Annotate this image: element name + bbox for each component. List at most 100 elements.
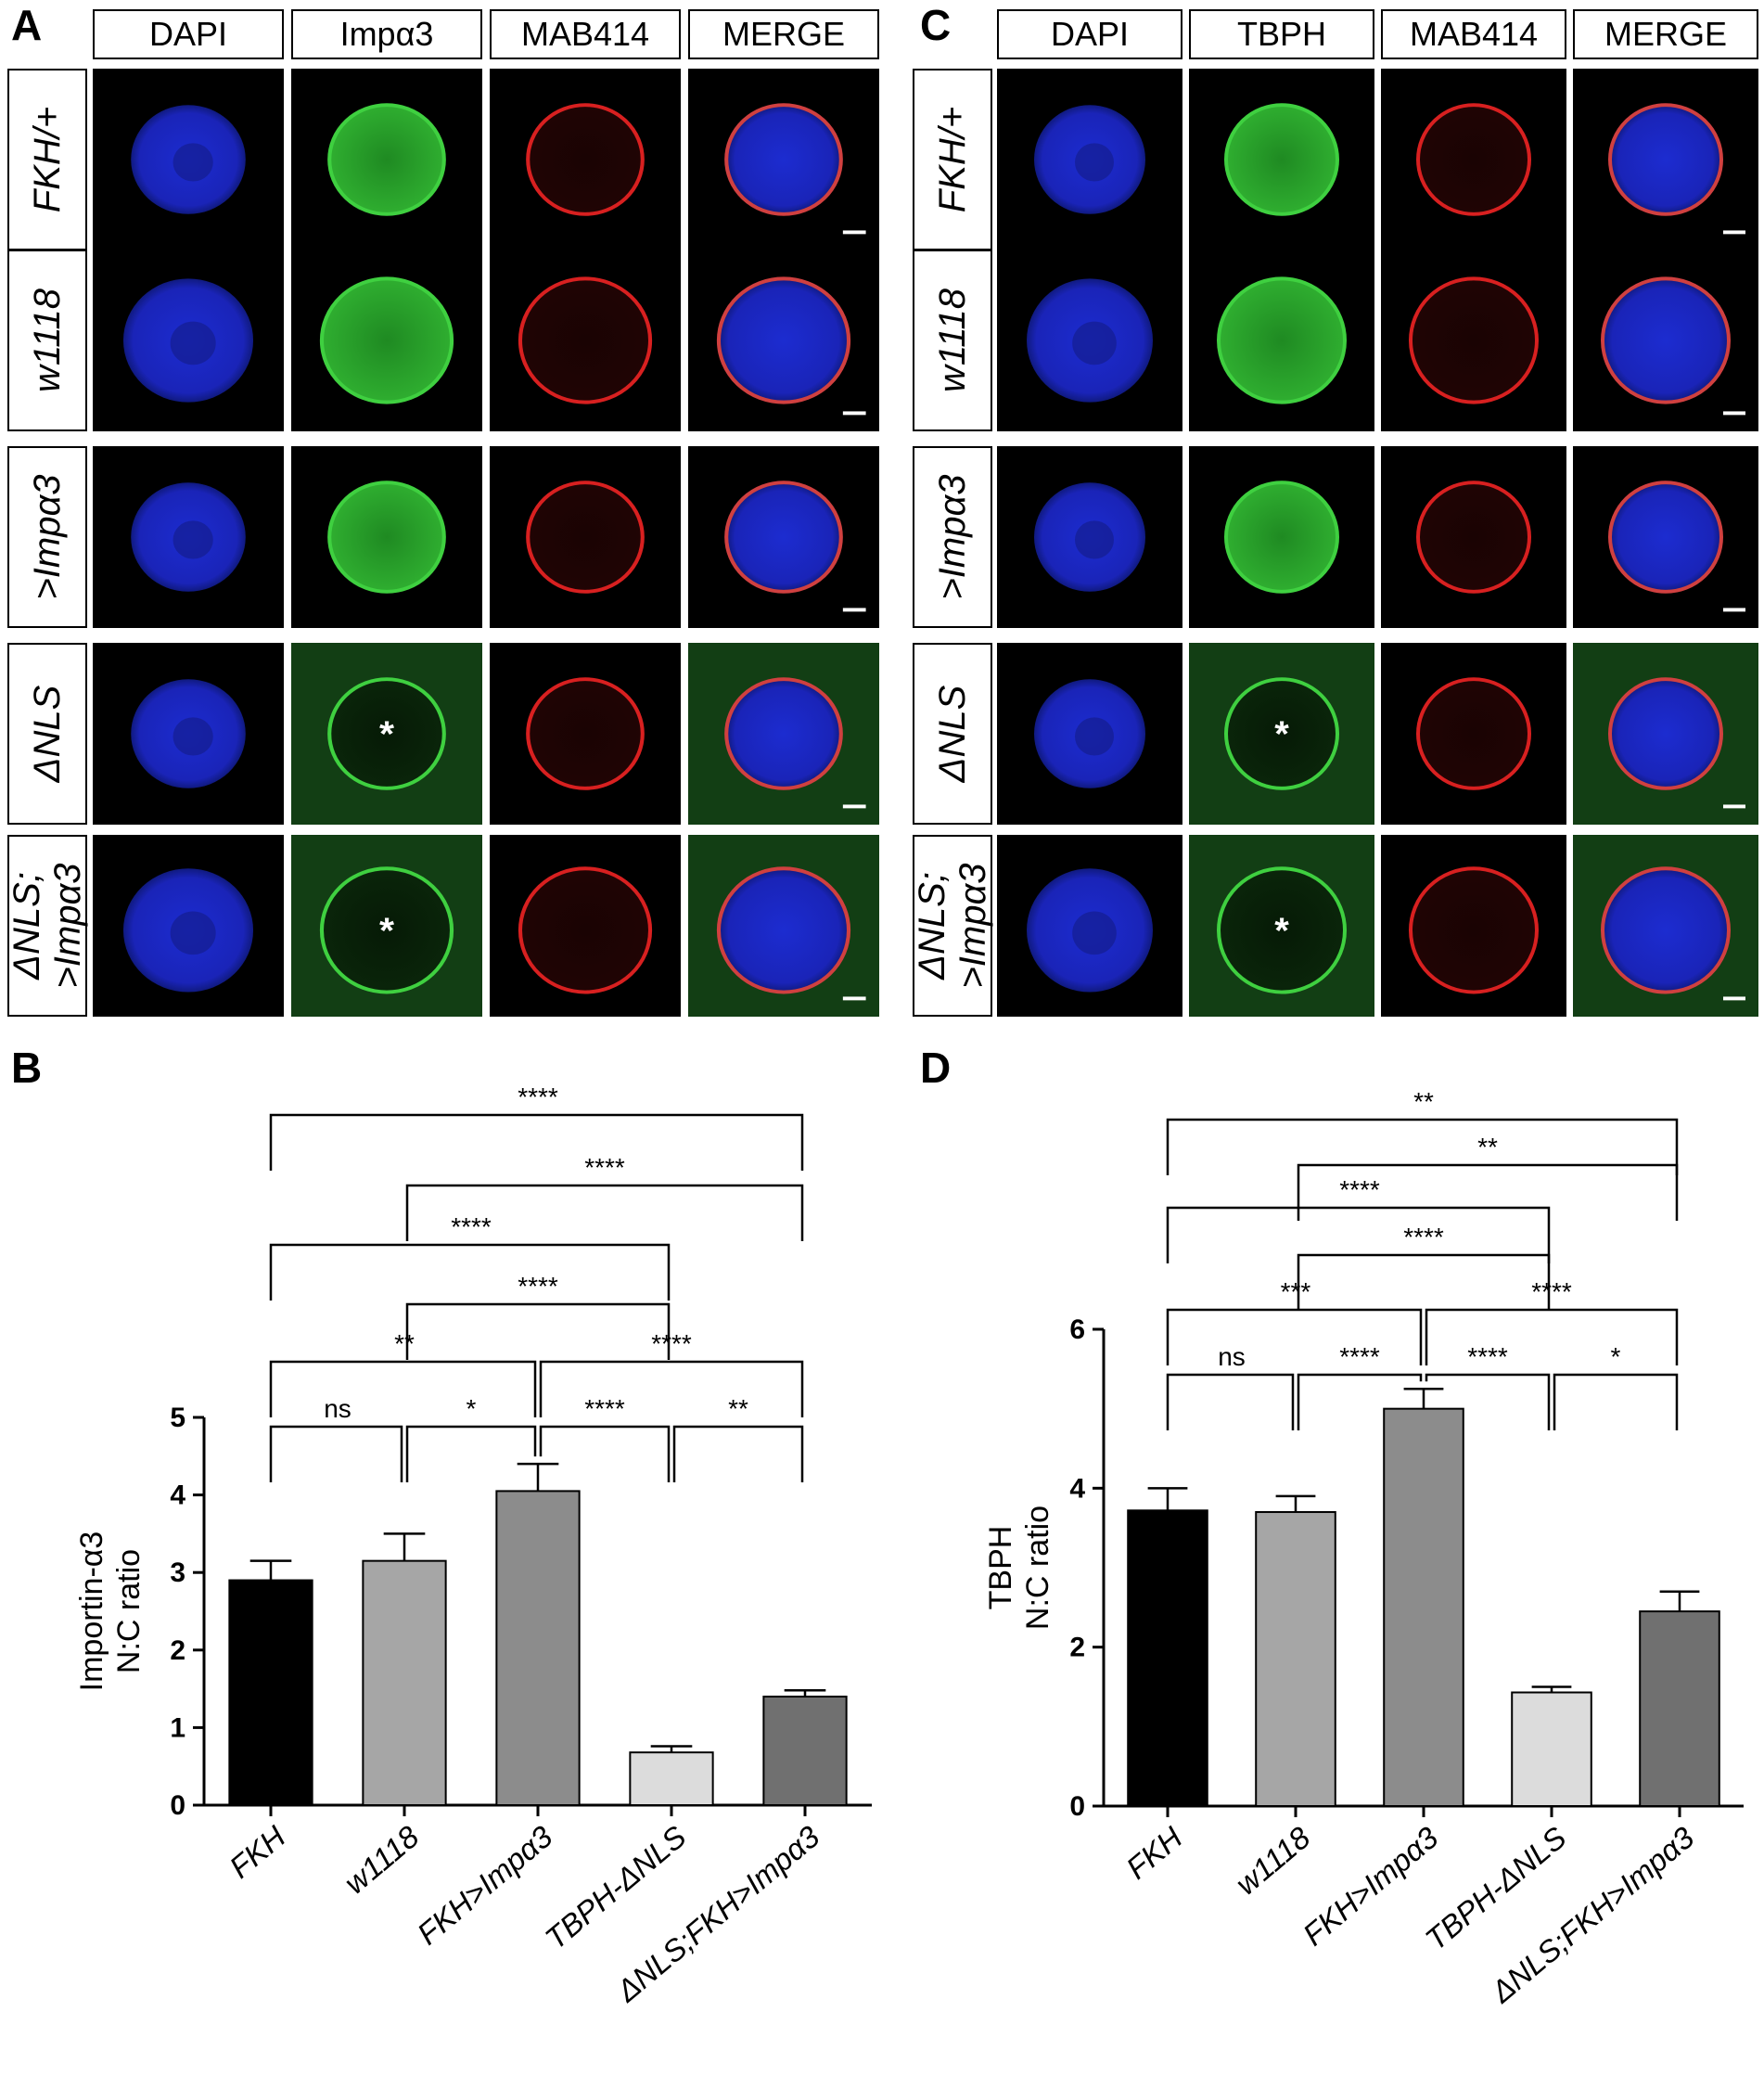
panel-label-a: A <box>11 1 43 49</box>
significance-label: ns <box>324 1394 352 1423</box>
panel-c-micrograph-tbph-row4: * <box>1189 643 1374 825</box>
y-axis-label: N:C ratio <box>111 1549 147 1673</box>
panel-c-micrograph-dapi-row3 <box>997 446 1182 628</box>
significance-label: ** <box>728 1394 748 1423</box>
y-tick-label: 2 <box>170 1635 185 1666</box>
y-tick-label: 0 <box>1069 1791 1085 1822</box>
significance-label: ** <box>394 1329 415 1358</box>
y-axis-label: TBPH <box>983 1526 1018 1610</box>
panel-a-column-header-2: Impα3 <box>291 9 482 59</box>
panel-c-micrograph-dapi-row1 <box>997 69 1182 250</box>
panel-a-micrograph-dapi-row1 <box>93 69 284 250</box>
svg-text:*: * <box>379 911 394 952</box>
svg-text:*: * <box>1274 911 1289 952</box>
panel-a-column-header-1: DAPI <box>93 9 284 59</box>
significance-bracket <box>1166 1308 1423 1365</box>
significance-bracket <box>269 1425 403 1482</box>
significance-bracket <box>405 1302 671 1360</box>
panel-a-micrograph-dapi-row4 <box>93 643 284 825</box>
panel-a-micrograph-imp-3-row5: * <box>291 835 482 1017</box>
bar-nls-fkh-imp-3 <box>1639 1610 1720 1807</box>
panel-c-row-label-text: ΔNLS; >Impα3 <box>912 863 993 989</box>
panel-a-row-label-5: ΔNLS; >Impα3 <box>6 835 88 1017</box>
significance-label: **** <box>1339 1342 1380 1371</box>
panel-a-column-header-4: MERGE <box>688 9 879 59</box>
panel-c-micrograph-dapi-row5 <box>997 835 1182 1017</box>
panel-c-row-label-text: >Impα3 <box>932 474 973 600</box>
significance-bracket <box>405 1184 804 1241</box>
significance-bracket <box>1166 1373 1295 1430</box>
panel-a-micrograph-merge-row4 <box>688 643 879 825</box>
bar-tbph-nls <box>1511 1691 1592 1807</box>
panel-c-row-label-2: w1118 <box>913 250 992 431</box>
significance-label: *** <box>1281 1277 1311 1306</box>
significance-bracket <box>539 1360 804 1417</box>
panel-c-column-header-1: DAPI <box>997 9 1182 59</box>
y-tick-label: 6 <box>1069 1314 1085 1345</box>
bar-fkh <box>228 1579 313 1806</box>
x-tick-label: FKH <box>1119 1820 1188 1886</box>
bar-w1118 <box>1255 1511 1336 1807</box>
bar-fkh-imp-3 <box>1383 1407 1464 1807</box>
panel-c-micrograph-tbph-row1 <box>1189 69 1374 250</box>
panel-a-row-label-2: w1118 <box>7 250 87 431</box>
panel-c-micrograph-dapi-row4 <box>997 643 1182 825</box>
panel-a-micrograph-mab414-row2 <box>490 250 681 431</box>
panel-a-row-label-4: ΔNLS <box>7 643 87 825</box>
bar-fkh <box>1127 1509 1208 1807</box>
x-tick-label: FKH <box>223 1819 291 1885</box>
panel-a-micrograph-merge-row1 <box>688 69 879 250</box>
x-tick-label: FKH>Impα3 <box>411 1819 559 1952</box>
panel-a-micrograph-dapi-row2 <box>93 250 284 431</box>
panel-c-micrograph-tbph-row5: * <box>1189 835 1374 1017</box>
significance-bracket <box>672 1425 804 1482</box>
panel-c-column-header-2: TBPH <box>1189 9 1374 59</box>
panel-c-row-label-text: ΔNLS <box>932 685 973 783</box>
panel-label-d: D <box>920 1044 952 1092</box>
panel-label-c: C <box>920 1 952 49</box>
svg-text:*: * <box>1274 714 1289 755</box>
panel-c-row-label-4: ΔNLS <box>913 643 992 825</box>
panel-a-row-label-text: >Impα3 <box>27 474 68 600</box>
bar-fkh-imp-3 <box>495 1490 581 1806</box>
panel-a-row-label-text: ΔNLS; >Impα3 <box>6 863 88 989</box>
y-axis-label: N:C ratio <box>1020 1506 1055 1630</box>
panel-a-micrograph-mab414-row3 <box>490 446 681 628</box>
y-tick-label: 5 <box>170 1403 185 1433</box>
panel-a-row-label-text: w1118 <box>27 288 68 392</box>
panel-c-micrograph-mab414-row1 <box>1381 69 1566 250</box>
significance-label: **** <box>651 1329 692 1358</box>
significance-bracket <box>1166 1206 1551 1263</box>
significance-label: **** <box>584 1153 625 1182</box>
significance-label: **** <box>518 1272 558 1301</box>
y-tick-label: 1 <box>170 1712 185 1743</box>
significance-label: ** <box>1477 1133 1498 1161</box>
y-tick-label: 2 <box>1069 1633 1085 1663</box>
significance-bracket <box>1425 1373 1551 1430</box>
panel-a-micrograph-dapi-row3 <box>93 446 284 628</box>
panel-c-micrograph-merge-row2 <box>1573 250 1758 431</box>
panel-a-micrograph-imp-3-row4: * <box>291 643 482 825</box>
significance-bracket <box>1553 1373 1679 1430</box>
significance-label: ** <box>1413 1087 1434 1116</box>
significance-bracket <box>1166 1118 1679 1175</box>
significance-bracket <box>269 1113 804 1171</box>
panel-c-micrograph-mab414-row3 <box>1381 446 1566 628</box>
panel-c-micrograph-tbph-row2 <box>1189 250 1374 431</box>
bar-tbph-nls <box>629 1751 714 1806</box>
significance-bracket <box>405 1425 537 1482</box>
x-tick-label: w1118 <box>338 1819 426 1901</box>
significance-label: **** <box>584 1394 625 1423</box>
panel-c-micrograph-mab414-row2 <box>1381 250 1566 431</box>
panel-c-row-label-1: FKH/+ <box>913 69 992 250</box>
panel-a-micrograph-merge-row5 <box>688 835 879 1017</box>
panel-a-micrograph-imp-3-row1 <box>291 69 482 250</box>
panel-a-micrograph-merge-row2 <box>688 250 879 431</box>
significance-bracket <box>269 1243 671 1301</box>
significance-bracket <box>1297 1163 1679 1221</box>
y-tick-label: 3 <box>170 1557 185 1588</box>
panel-c-column-header-4: MERGE <box>1573 9 1758 59</box>
panel-c-micrograph-merge-row1 <box>1573 69 1758 250</box>
panel-label-b: B <box>11 1044 43 1092</box>
